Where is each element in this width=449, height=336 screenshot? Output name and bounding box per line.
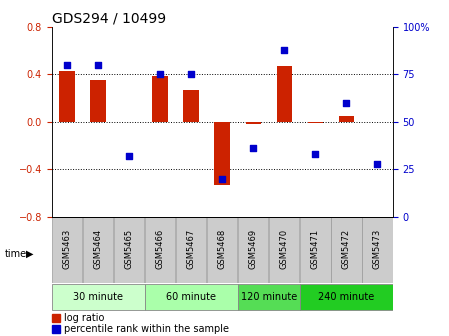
Text: GSM5468: GSM5468: [218, 228, 227, 269]
Text: GSM5467: GSM5467: [187, 228, 196, 269]
Bar: [145, 217, 176, 283]
Bar: [83, 217, 113, 283]
Bar: [300, 217, 330, 283]
Bar: [308, 122, 323, 123]
Bar: [362, 217, 392, 283]
Bar: [207, 217, 238, 283]
Point: [64, 62, 71, 68]
Bar: [52, 217, 82, 283]
Text: GSM5464: GSM5464: [94, 228, 103, 268]
Text: time: time: [4, 249, 26, 259]
Point: [312, 151, 319, 157]
Text: log ratio: log ratio: [64, 313, 104, 323]
Bar: [176, 217, 207, 283]
Text: GSM5469: GSM5469: [249, 228, 258, 268]
Bar: [145, 284, 238, 310]
Point: [188, 72, 195, 77]
Text: 60 minute: 60 minute: [166, 292, 216, 302]
Text: GSM5465: GSM5465: [125, 228, 134, 268]
Text: ▶: ▶: [26, 249, 34, 259]
Bar: [269, 217, 299, 283]
Text: GSM5470: GSM5470: [280, 228, 289, 268]
Text: GSM5472: GSM5472: [342, 228, 351, 268]
Bar: [331, 217, 361, 283]
Point: [281, 47, 288, 52]
Text: 120 minute: 120 minute: [241, 292, 297, 302]
Bar: [339, 116, 354, 122]
Point: [157, 72, 164, 77]
Point: [95, 62, 102, 68]
Bar: [238, 217, 269, 283]
Text: GDS294 / 10499: GDS294 / 10499: [52, 12, 166, 26]
Point: [250, 145, 257, 151]
Bar: [59, 71, 75, 122]
Bar: [90, 80, 106, 122]
Bar: [52, 325, 60, 333]
Point: [343, 100, 350, 106]
Text: GSM5463: GSM5463: [63, 228, 72, 269]
Bar: [114, 217, 145, 283]
Text: GSM5471: GSM5471: [311, 228, 320, 268]
Point: [219, 176, 226, 181]
Bar: [215, 122, 230, 185]
Text: 240 minute: 240 minute: [318, 292, 374, 302]
Bar: [52, 314, 60, 322]
Bar: [238, 284, 300, 310]
Bar: [153, 76, 168, 122]
Bar: [184, 90, 199, 122]
Bar: [277, 66, 292, 122]
Text: 30 minute: 30 minute: [73, 292, 123, 302]
Text: percentile rank within the sample: percentile rank within the sample: [64, 324, 229, 334]
Bar: [300, 284, 393, 310]
Text: GSM5466: GSM5466: [156, 228, 165, 269]
Bar: [52, 284, 145, 310]
Point: [374, 161, 381, 166]
Point: [126, 153, 133, 159]
Text: GSM5473: GSM5473: [373, 228, 382, 269]
Bar: [246, 122, 261, 124]
